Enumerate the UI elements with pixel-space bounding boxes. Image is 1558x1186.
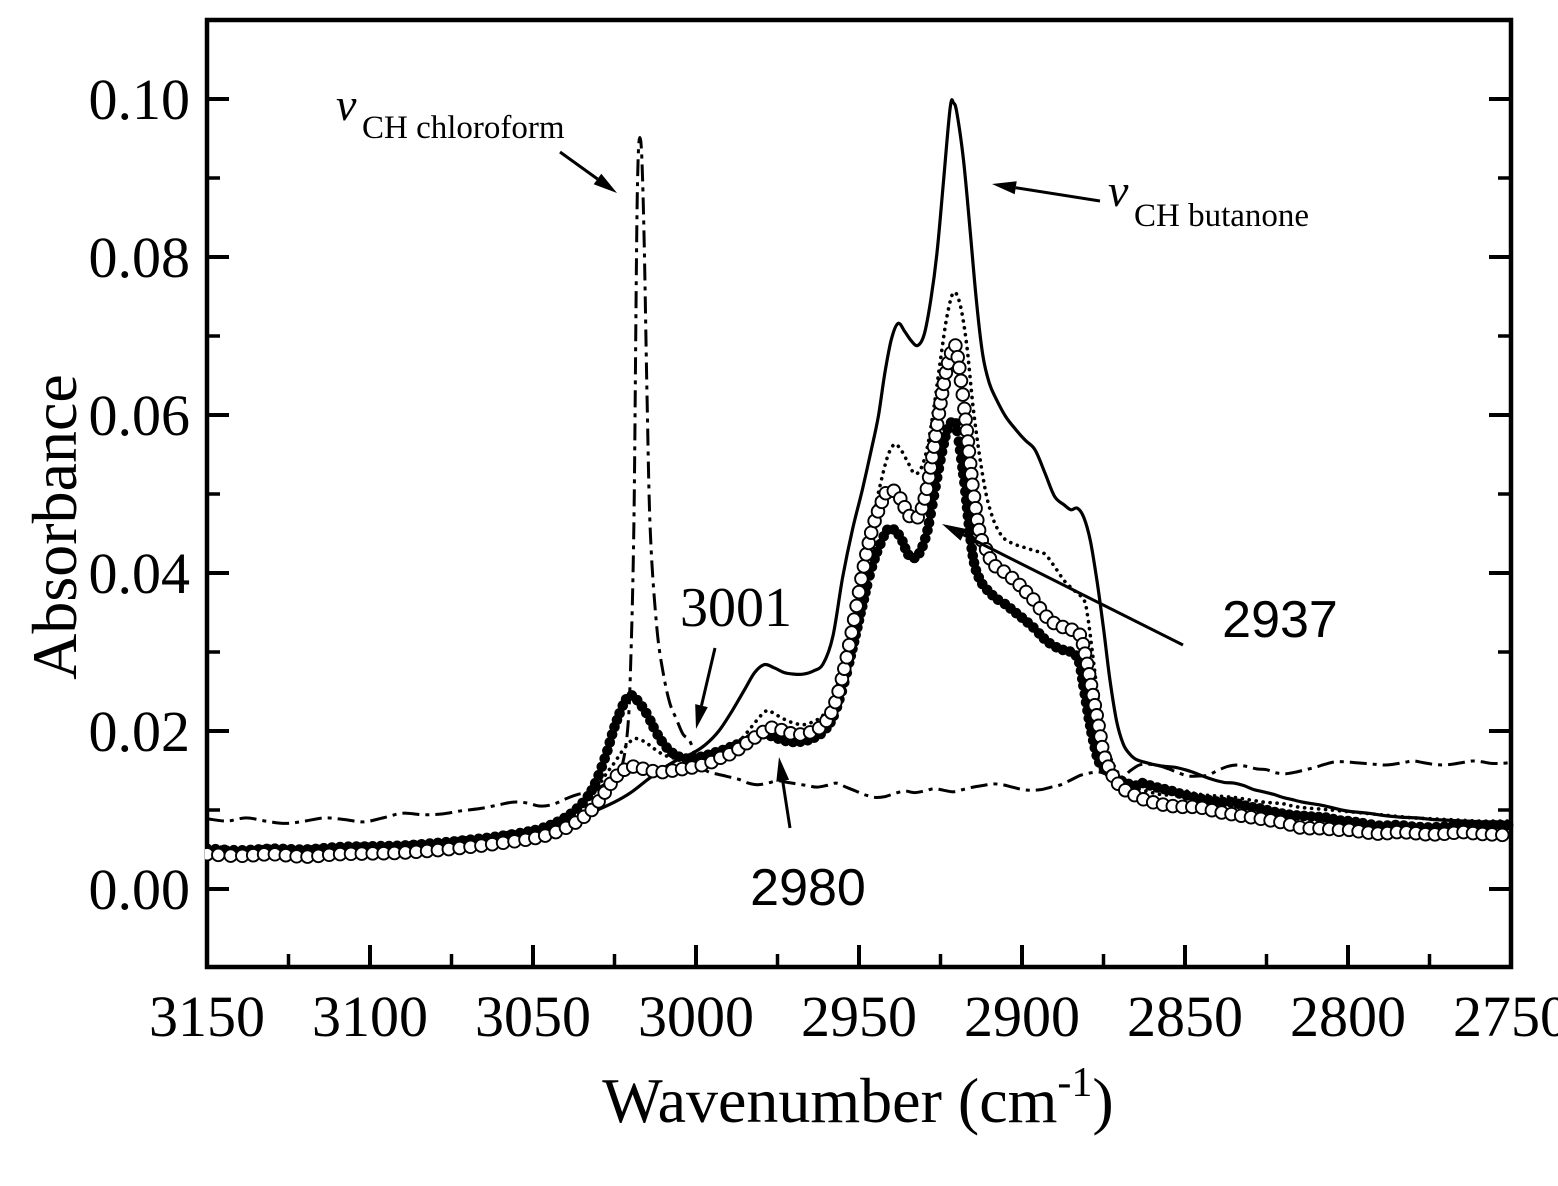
arrow-nu-chloroform-shaft [559, 150, 599, 181]
filled-circle-marker [593, 769, 604, 781]
open-circle-marker [919, 481, 935, 497]
y-tick-label: 0.06 [89, 383, 191, 448]
y-tick-label: 0.02 [89, 699, 191, 764]
peak-label-2937: 2937 [1222, 591, 1338, 649]
arrow-2980-head [776, 757, 790, 782]
filled-circle-marker [951, 425, 963, 437]
filled-circle-marker [1218, 796, 1229, 808]
y-tick-label: 0.04 [89, 541, 191, 606]
peak-label-3001: 3001 [680, 577, 792, 639]
nu-butanone-subscript: CH butanone [1134, 198, 1309, 234]
open-circle-marker [965, 477, 980, 492]
x-tick-label: 3100 [312, 984, 428, 1049]
open-circle-marker [1495, 827, 1510, 843]
filled-circle-marker [596, 761, 608, 773]
x-tick-label: 3000 [638, 984, 754, 1049]
series-chloroform-dashdot-line [206, 136, 1512, 825]
x-axis-title: Wavenumber (cm-1) [602, 1060, 1113, 1136]
filled-circle-marker [602, 745, 613, 756]
x-tick-label: 2900 [964, 984, 1080, 1049]
open-circle-marker [948, 338, 963, 353]
filled-circle-marker [1502, 819, 1514, 831]
arrow-2937-shaft [962, 533, 1184, 647]
open-circle-marker [846, 612, 862, 627]
open-circle-marker [831, 684, 846, 699]
x-tick-label: 2800 [1290, 984, 1406, 1049]
filled-circle-marker [589, 777, 601, 789]
series-butanone-solid-line [206, 98, 1512, 851]
x-tick-label: 3050 [475, 984, 591, 1049]
filled-circle-marker [920, 533, 931, 544]
y-tick-label: 0.10 [89, 67, 191, 132]
open-circle-marker [968, 500, 983, 516]
open-circle-marker [952, 360, 967, 376]
open-circle-marker [211, 847, 226, 863]
open-circle-marker [856, 559, 872, 574]
x-tick-label: 2850 [1127, 984, 1243, 1049]
open-circle-marker [955, 387, 971, 402]
arrow-3001-shaft [700, 647, 717, 706]
arrow-nu-butanone-head [992, 181, 1017, 195]
y-axis-title: Absorbance [19, 374, 90, 680]
open-circle-marker [851, 584, 867, 600]
open-circle-marker [844, 625, 859, 640]
open-circle-marker [863, 525, 879, 540]
y-tick-label: 0.00 [89, 857, 191, 922]
filled-circle-marker [599, 753, 610, 764]
filled-circle-marker [1495, 819, 1506, 831]
arrow-nu-butanone-shaft [1015, 186, 1101, 203]
open-circle-marker [849, 598, 864, 614]
nu-butanone-symbol: ν [1108, 165, 1129, 216]
series-layer [205, 98, 1514, 864]
open-circle-marker [961, 444, 977, 459]
nu-chloroform-symbol: ν [336, 79, 357, 130]
open-circle-marker [839, 650, 855, 665]
nu-chloroform-subscript: CH chloroform [362, 110, 565, 146]
series-mixture-dotted-line [205, 290, 1513, 850]
x-tick-label: 2750 [1453, 984, 1558, 1049]
arrow-2937-head [942, 524, 967, 541]
axes-frame: 3150 3100 3050 3000 2950 2900 2850 2800 2750 0.00… [89, 17, 1558, 1049]
open-circle-marker [966, 489, 982, 504]
x-axis-title-main: Wavenumber (cm [602, 1065, 1057, 1136]
open-circle-marker [854, 571, 869, 587]
y-tick-label: 0.08 [89, 225, 191, 290]
peak-label-2980: 2980 [750, 859, 866, 917]
x-tick-label: 2950 [801, 984, 917, 1049]
arrow-2980-shaft [781, 780, 792, 829]
x-axis-title-superscript: -1 [1057, 1060, 1092, 1106]
x-axis-title-close: ) [1092, 1065, 1113, 1136]
series-mixture-open-circles [205, 338, 1510, 864]
arrow-nu-chloroform-head [593, 173, 617, 193]
filled-circle-marker [923, 517, 935, 528]
open-circle-marker [841, 637, 857, 653]
annotation-arrows [559, 150, 1184, 829]
x-tick-label: 3150 [149, 984, 265, 1049]
arrow-3001-head [695, 704, 708, 729]
open-circle-marker [953, 373, 969, 389]
